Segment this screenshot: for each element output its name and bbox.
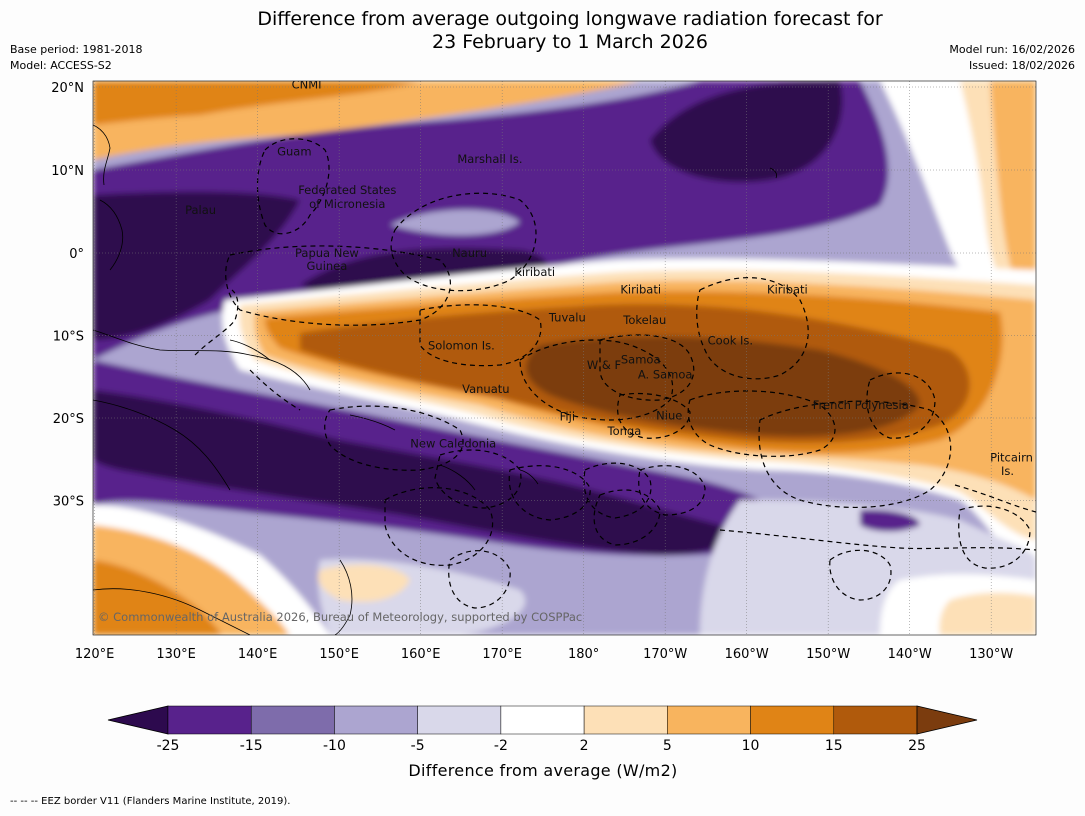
region-label: French Polynesia — [813, 398, 909, 412]
region-label: Solomon Is. — [428, 338, 495, 352]
map-frame — [92, 80, 1037, 636]
lon-tick-label: 150°W — [806, 647, 850, 662]
lat-tick-label: 10°S — [53, 330, 84, 345]
title-line-1: Difference from average outgoing longwav… — [257, 8, 883, 30]
region-label: W & F — [587, 358, 621, 372]
colorbar-tick-label: -5 — [411, 738, 425, 754]
lon-tick-label: 120°E — [75, 647, 115, 662]
region-label: Guinea — [307, 259, 348, 273]
eez-borders — [194, 138, 1036, 609]
latitude-labels: 20°N 10°N 0° 10°S 20°S 30°S — [51, 81, 84, 510]
region-label: Marshall Is. — [457, 152, 522, 166]
model-run-text: Model run: 16/02/2026 — [949, 43, 1075, 56]
lon-tick-label: 140°E — [238, 647, 278, 662]
colorbar-tick-label: -15 — [240, 738, 263, 754]
coastlines — [93, 124, 778, 635]
region-label: Federated States — [298, 183, 396, 197]
lat-tick-label: 0° — [69, 247, 84, 262]
region-label: Kiribati — [767, 282, 808, 296]
region-label: Tonga — [607, 424, 642, 438]
longitude-labels: 120°E 130°E 140°E 150°E 160°E 170°E 180° 170°W 1… — [75, 647, 1014, 662]
chart-title: Difference from average outgoing longwav… — [0, 8, 1085, 54]
title-line-2: 23 February to 1 March 2026 — [431, 31, 708, 53]
lon-tick-label: 160°E — [401, 647, 441, 662]
lon-tick-label: 130°W — [969, 647, 1013, 662]
region-label: Tokelau — [622, 313, 666, 327]
colorbar-bin — [583, 705, 668, 735]
lat-tick-label: 20°N — [51, 81, 84, 96]
region-label: Palau — [185, 203, 216, 217]
region-label: CNMI — [292, 78, 322, 92]
lon-tick-label: 130°E — [156, 647, 196, 662]
colorbar-bin — [750, 705, 835, 735]
lon-tick-label: 140°W — [888, 647, 932, 662]
colorbar-extend-high — [916, 705, 978, 735]
model-text: Model: ACCESS-S2 — [10, 59, 112, 72]
region-label: Samoa — [621, 352, 661, 366]
lon-tick-label: 150°E — [319, 647, 359, 662]
colorbar-tick-label: -25 — [157, 738, 180, 754]
lon-tick-label: 170°W — [643, 647, 687, 662]
lon-tick-label: 170°E — [482, 647, 522, 662]
colorbar-tick-label: 10 — [742, 738, 760, 754]
region-label: Pitcairn — [990, 451, 1033, 465]
colorbar: -25 -15 -10 -5 -2 2 5 10 15 25 — [107, 705, 978, 754]
colorbar-bin — [667, 705, 751, 735]
region-label: Vanuatu — [462, 382, 509, 396]
colorbar-bin — [334, 705, 418, 735]
colorbar-bin — [833, 705, 918, 735]
issued-text: Issued: 18/02/2026 — [968, 59, 1075, 72]
colorbar-bin — [167, 705, 252, 735]
region-label: Is. — [1001, 464, 1014, 478]
lat-tick-label: 30°S — [53, 495, 84, 510]
colorbar-bin — [417, 705, 502, 735]
region-label: Kiribati — [514, 265, 555, 279]
lat-tick-label: 10°N — [51, 164, 84, 179]
gridlines — [93, 81, 1036, 635]
lon-tick-label: 180° — [568, 647, 599, 662]
base-period-text: Base period: 1981-2018 — [10, 43, 143, 56]
meta-right: Model run: 16/02/2026 Issued: 18/02/2026 — [949, 42, 1075, 74]
colorbar-tick-label: 5 — [663, 738, 672, 754]
colorbar-tick-label: -2 — [494, 738, 508, 754]
region-label: A. Samoa — [638, 367, 693, 381]
colorbar-tick-label: 2 — [580, 738, 589, 754]
region-label: New Caledonia — [410, 437, 496, 451]
region-label: Cook Is. — [708, 333, 753, 347]
colorbar-bin — [250, 705, 335, 735]
region-label: Nauru — [452, 246, 487, 260]
colorbar-extend-low — [107, 705, 169, 735]
region-label: Tuvalu — [548, 310, 586, 324]
colorbar-tick-label: 15 — [825, 738, 843, 754]
region-label: Papua New — [295, 246, 359, 260]
colorbar-tick-label: -10 — [323, 738, 346, 754]
region-label: of Micronesia — [309, 197, 385, 211]
meta-left: Base period: 1981-2018 Model: ACCESS-S2 — [10, 42, 142, 74]
region-label: Guam — [277, 145, 311, 159]
region-label: Niue — [656, 409, 682, 423]
copyright-text: © Commonwealth of Australia 2026, Bureau… — [98, 610, 582, 624]
colorbar-tick-label: 25 — [908, 738, 926, 754]
region-label: Fiji — [560, 409, 575, 423]
region-label: Kiribati — [620, 282, 661, 296]
colorbar-bin — [500, 705, 585, 735]
lon-tick-label: 160°W — [725, 647, 769, 662]
lat-tick-label: 20°S — [53, 412, 84, 427]
colorbar-title: Difference from average (W/m2) — [408, 761, 678, 780]
eez-legend-note: -- -- -- EEZ border V11 (Flanders Marine… — [10, 796, 291, 807]
